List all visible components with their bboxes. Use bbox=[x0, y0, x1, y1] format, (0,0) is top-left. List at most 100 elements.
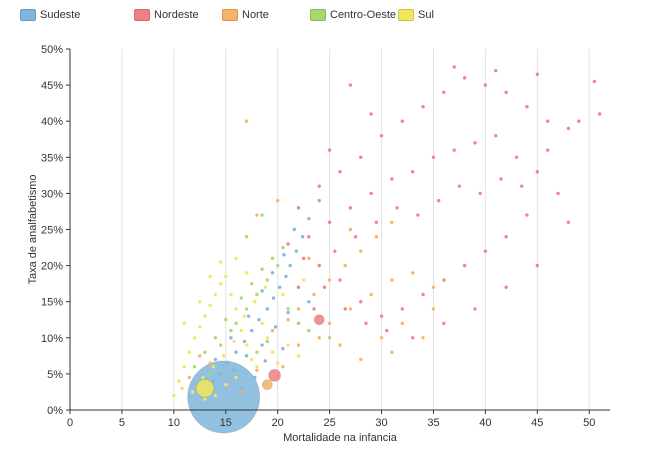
data-point bbox=[265, 336, 270, 340]
data-point bbox=[317, 263, 321, 268]
data-point bbox=[322, 285, 327, 289]
data-point bbox=[374, 220, 379, 224]
data-point bbox=[364, 321, 368, 326]
data-point bbox=[213, 292, 218, 297]
data-point bbox=[338, 170, 342, 174]
data-point bbox=[545, 119, 550, 123]
x-tick-label: 5 bbox=[119, 417, 125, 429]
data-point bbox=[244, 343, 249, 347]
data-point bbox=[239, 386, 244, 391]
data-point bbox=[187, 350, 192, 354]
data-point bbox=[234, 307, 238, 311]
data-point bbox=[431, 307, 436, 311]
data-point bbox=[597, 112, 602, 116]
data-point bbox=[385, 328, 389, 333]
data-point bbox=[253, 300, 257, 304]
data-point bbox=[504, 90, 508, 95]
data-point bbox=[400, 321, 405, 326]
data-point bbox=[327, 278, 332, 282]
data-point bbox=[483, 249, 488, 253]
x-tick-label: 35 bbox=[427, 417, 439, 429]
data-point bbox=[525, 213, 529, 217]
data-point bbox=[300, 235, 305, 239]
legend-item-sul[interactable]: Sul bbox=[398, 9, 434, 21]
data-point bbox=[473, 307, 477, 311]
data-point bbox=[226, 361, 230, 365]
data-point bbox=[270, 271, 275, 275]
legend-label: Centro-Oeste bbox=[330, 9, 397, 21]
y-tick-label: 15% bbox=[41, 297, 63, 309]
data-point bbox=[390, 278, 394, 282]
data-point bbox=[263, 285, 267, 289]
data-point bbox=[255, 364, 259, 369]
legend-item-centro-oeste[interactable]: Centro-Oeste bbox=[310, 9, 396, 21]
data-point bbox=[379, 336, 384, 340]
data-point bbox=[286, 343, 290, 347]
data-point bbox=[234, 350, 238, 354]
data-point bbox=[260, 343, 264, 347]
data-point bbox=[348, 83, 353, 87]
data-point bbox=[203, 350, 207, 354]
data-point bbox=[234, 256, 238, 261]
data-point bbox=[296, 343, 301, 347]
data-point bbox=[317, 198, 321, 203]
data-point bbox=[410, 170, 415, 174]
data-point bbox=[452, 148, 456, 152]
data-point bbox=[431, 285, 436, 289]
data-point bbox=[255, 292, 259, 297]
data-point bbox=[244, 354, 249, 358]
data-point bbox=[359, 300, 363, 304]
data-point bbox=[400, 119, 405, 123]
data-point bbox=[483, 83, 488, 87]
data-point bbox=[421, 105, 425, 109]
data-point bbox=[307, 235, 311, 239]
data-point bbox=[208, 303, 212, 308]
data-point bbox=[535, 72, 540, 76]
data-point bbox=[327, 336, 332, 340]
x-tick-label: 30 bbox=[375, 417, 387, 429]
data-point bbox=[556, 191, 560, 196]
data-point bbox=[250, 328, 254, 333]
y-tick-label: 20% bbox=[41, 261, 63, 273]
data-point bbox=[504, 235, 508, 239]
data-point bbox=[348, 307, 353, 311]
data-point bbox=[242, 339, 247, 344]
legend-item-norte[interactable]: Norte bbox=[222, 9, 269, 21]
data-point bbox=[198, 354, 202, 358]
y-tick-labels: 0% 5% 10% 15% 20% 25% 30% 35% 40% 45% 50% bbox=[41, 44, 70, 417]
data-point bbox=[255, 350, 259, 354]
data-point bbox=[317, 184, 321, 188]
data-point bbox=[224, 274, 228, 279]
data-point bbox=[192, 364, 197, 369]
y-tick-label: 5% bbox=[47, 369, 63, 381]
data-point bbox=[369, 292, 373, 297]
data-point bbox=[301, 278, 306, 282]
data-point bbox=[390, 220, 394, 224]
data-point bbox=[327, 148, 332, 152]
data-point bbox=[288, 263, 292, 268]
data-point bbox=[201, 375, 205, 380]
data-point bbox=[359, 155, 363, 159]
legend-swatch-norte bbox=[222, 9, 238, 21]
data-point bbox=[442, 90, 446, 95]
x-tick-label: 50 bbox=[583, 417, 595, 429]
data-point bbox=[260, 321, 264, 326]
data-point bbox=[263, 359, 267, 363]
x-tick-label: 40 bbox=[479, 417, 491, 429]
data-point bbox=[353, 235, 358, 239]
data-point bbox=[244, 307, 249, 311]
data-point bbox=[504, 285, 508, 289]
legend-item-nordeste[interactable]: Nordeste bbox=[134, 9, 199, 21]
legend-swatch-sul bbox=[398, 9, 414, 21]
data-point bbox=[359, 357, 363, 362]
data-point bbox=[296, 354, 301, 358]
data-point bbox=[281, 292, 285, 297]
legend-item-sudeste[interactable]: Sudeste bbox=[20, 9, 80, 21]
data-point bbox=[307, 216, 311, 221]
data-point bbox=[198, 325, 202, 329]
x-tick-label: 25 bbox=[323, 417, 335, 429]
data-point bbox=[494, 133, 498, 138]
data-point bbox=[478, 191, 482, 196]
data-point bbox=[275, 361, 280, 365]
data-point bbox=[198, 300, 202, 304]
